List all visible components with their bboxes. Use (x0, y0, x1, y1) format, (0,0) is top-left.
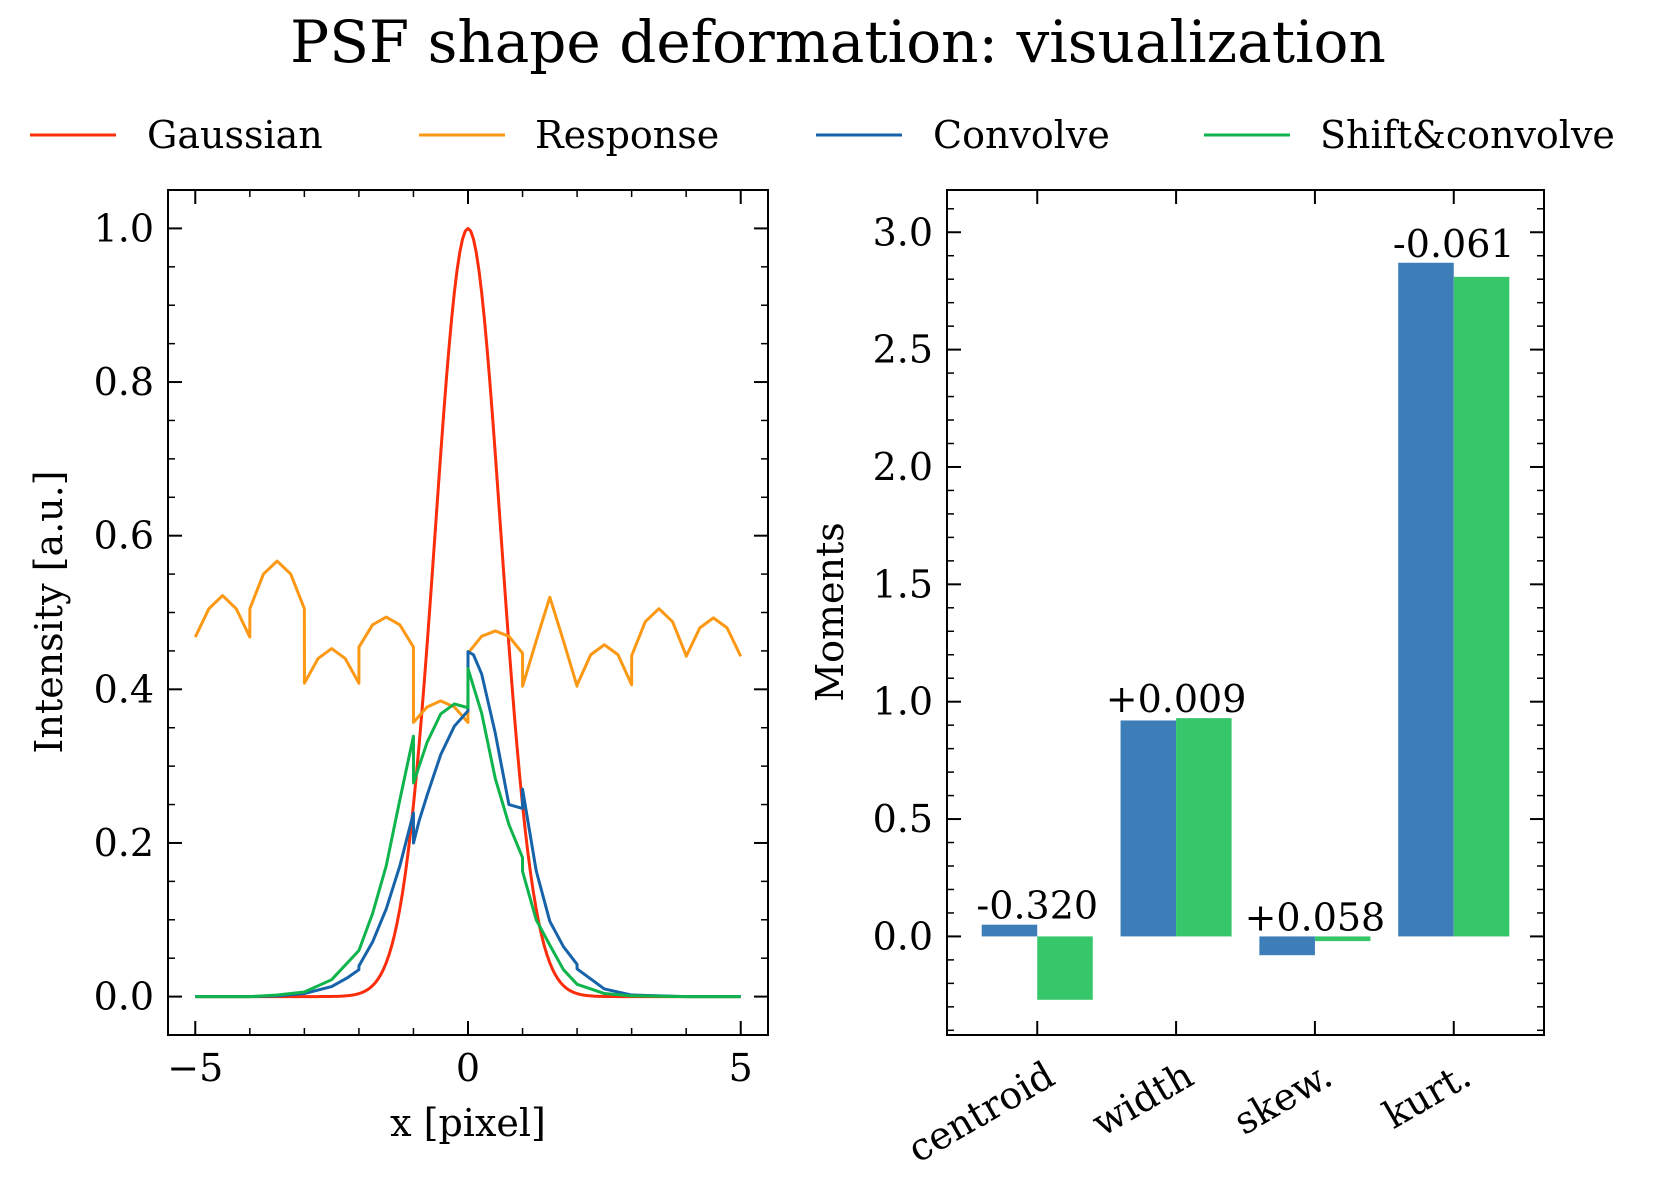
bar-panel-ylabel: Moments (808, 522, 852, 702)
bar-shift-convolve-centroid (1037, 936, 1093, 1000)
y-tick-label: 2.0 (873, 445, 933, 489)
line-panel-frame (167, 189, 769, 1036)
legend-item-gaussian: Gaussian (30, 113, 323, 157)
series-line-convolve (195, 650, 741, 999)
y-tick-label: 0.2 (94, 821, 154, 865)
y-tick-label: 2.5 (873, 328, 933, 372)
bar-shift-convolve-skew (1314, 936, 1371, 942)
y-tick-label: 1.5 (873, 562, 933, 606)
legend-label-response: Response (535, 113, 719, 157)
bar-annotation-width: +0.009 (1106, 677, 1247, 721)
y-tick-label: 3.0 (873, 210, 933, 254)
series-line-gaussian (195, 226, 741, 999)
x-tick-label-kurt: kurt. (1376, 1053, 1479, 1138)
y-tick-label: 0.4 (94, 667, 154, 711)
legend-label-convolve: Convolve (933, 113, 1110, 157)
y-tick-label: 0.8 (94, 360, 154, 404)
bar-panel-frame (946, 189, 1545, 1036)
bar-convolve-kurt (1398, 262, 1454, 937)
line-panel-series (193, 226, 743, 999)
bar-convolve-centroid (981, 924, 1038, 937)
bar-convolve-skew (1259, 936, 1315, 956)
bar-convolve-width (1120, 720, 1177, 937)
bar-panel: 0.0 0.5 1.0 1.5 2.0 2.5 3.0 centroid width skew. k… (808, 189, 1545, 1172)
x-tick-label: 0 (456, 1046, 480, 1090)
bar-panel-annotations: -0.320 +0.009 +0.058 -0.061 (976, 222, 1514, 940)
line-panel-ticks: −5 0 5 0.0 0.2 0.4 0.6 0.8 1.0 (94, 189, 768, 1090)
x-tick-label-width: width (1084, 1053, 1200, 1145)
y-tick-label: 1.0 (873, 680, 933, 724)
y-tick-label: 1.0 (94, 206, 154, 250)
legend-item-convolve: Convolve (816, 113, 1110, 157)
x-tick-label: 5 (729, 1046, 753, 1090)
chart-title: PSF shape deformation: visualization (290, 8, 1386, 76)
legend-label-gaussian: Gaussian (147, 113, 323, 157)
series-line-shift-convolve (195, 667, 741, 999)
bar-annotation-skew: +0.058 (1245, 895, 1386, 939)
line-panel-ylabel: Intensity [a.u.] (27, 470, 71, 753)
legend-item-response: Response (419, 113, 719, 157)
bar-shift-convolve-width (1176, 718, 1232, 937)
bar-annotation-centroid: -0.320 (976, 884, 1098, 928)
legend: Gaussian Response Convolve Shift&convolv… (30, 113, 1615, 157)
x-tick-label-skew: skew. (1226, 1053, 1339, 1144)
line-panel: −5 0 5 0.0 0.2 0.4 0.6 0.8 1.0 x [pixel] Intensi… (27, 189, 769, 1145)
bar-annotation-kurt: -0.061 (1393, 222, 1515, 266)
legend-label-shift-convolve: Shift&convolve (1320, 113, 1615, 157)
y-tick-label: 0.0 (94, 975, 154, 1019)
x-tick-label: −5 (167, 1046, 223, 1090)
legend-item-shift-convolve: Shift&convolve (1204, 113, 1615, 157)
line-panel-xlabel: x [pixel] (390, 1101, 546, 1145)
bar-panel-bars (981, 262, 1510, 1000)
y-tick-label: 0.6 (94, 514, 154, 558)
x-tick-label-centroid: centroid (900, 1053, 1061, 1172)
y-tick-label: 0.5 (873, 797, 933, 841)
bar-shift-convolve-kurt (1453, 276, 1510, 937)
y-tick-label: 0.0 (873, 914, 933, 958)
